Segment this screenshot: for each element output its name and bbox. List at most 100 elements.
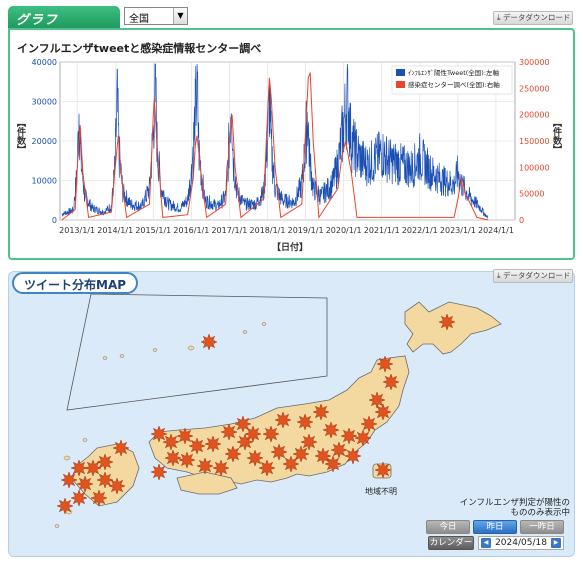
tweet-marker-icon[interactable] <box>164 449 182 467</box>
tweet-marker-icon[interactable] <box>374 403 392 421</box>
graph-download-button[interactable]: ⤓ データダウンロード <box>493 11 573 25</box>
tweet-marker-icon[interactable] <box>262 425 280 443</box>
tweet-marker-icon[interactable] <box>244 425 262 443</box>
y-tick-right: 100000 <box>519 163 550 172</box>
y-tick-left: 30000 <box>32 98 57 107</box>
tweet-marker-icon[interactable] <box>108 477 126 495</box>
x-tick: 2013/1/1 <box>59 226 95 235</box>
tweet-marker-icon[interactable] <box>314 447 332 465</box>
tweet-markers <box>56 313 456 515</box>
okinawa-inset-frame <box>66 293 328 411</box>
tweet-marker-icon[interactable] <box>374 461 392 479</box>
tweet-marker-icon[interactable] <box>438 313 456 331</box>
region-select[interactable]: 全国 ▼ <box>124 7 188 25</box>
legend-note-line2: もののみ表示中 <box>510 508 570 518</box>
tweet-marker-icon[interactable] <box>312 403 330 421</box>
tweet-marker-icon[interactable] <box>96 471 114 489</box>
y-tick-right: 200000 <box>519 111 550 120</box>
chart: 0 10000 20000 30000 40000 0 50000 100000 150000 2… <box>32 58 550 235</box>
tweet-marker-icon[interactable] <box>322 421 340 439</box>
x-tick: 2017/1/1 <box>211 226 247 235</box>
tweet-marker-icon[interactable] <box>162 433 180 451</box>
tweet-marker-icon[interactable] <box>246 449 264 467</box>
series-line-0 <box>61 63 489 220</box>
map-download-button[interactable]: ⤓ データダウンロード <box>493 269 573 283</box>
tweet-marker-icon[interactable] <box>196 457 214 475</box>
map-download-label: データダウンロード <box>502 271 571 280</box>
map-title: ツイート分布MAP <box>12 272 139 294</box>
x-tick: 2022/1/1 <box>402 226 438 235</box>
tweet-marker-icon[interactable] <box>340 427 358 445</box>
graph-download-label: データダウンロード <box>502 13 571 22</box>
tweet-marker-icon[interactable] <box>300 433 318 451</box>
y-tick-right: 50000 <box>519 190 544 199</box>
tweet-marker-icon[interactable] <box>150 425 168 443</box>
tweet-marker-icon[interactable] <box>258 459 276 477</box>
tweet-marker-icon[interactable] <box>60 471 78 489</box>
region-select-value: 全国 <box>129 14 149 25</box>
tweet-marker-icon[interactable] <box>224 445 242 463</box>
y-tick-right: 250000 <box>519 84 550 93</box>
tweet-marker-icon[interactable] <box>382 373 400 391</box>
y-tick-left: 40000 <box>32 58 57 67</box>
tweet-marker-icon[interactable] <box>200 333 218 351</box>
tweet-marker-icon[interactable] <box>360 415 378 433</box>
today-button[interactable]: 今日 <box>426 520 470 534</box>
tweet-marker-icon[interactable] <box>368 391 386 409</box>
tweet-marker-icon[interactable] <box>70 459 88 477</box>
legend-entry-1: 感染症センター調べ(全国):右軸 <box>408 80 500 89</box>
graph-title: インフルエンザtweetと感染症情報センター調べ <box>17 42 262 55</box>
date-display: ◀ 2024/05/18 ▶ <box>478 536 564 550</box>
tweet-marker-icon[interactable] <box>188 437 206 455</box>
tweet-marker-icon[interactable] <box>204 435 222 453</box>
download-icon: ⤓ <box>497 13 501 22</box>
nansei-islands <box>102 322 267 360</box>
download-icon: ⤓ <box>497 271 501 280</box>
yesterday-button[interactable]: 昨日 <box>473 520 517 534</box>
shikoku <box>176 471 238 495</box>
tweet-marker-icon[interactable] <box>212 459 230 477</box>
tweet-marker-icon[interactable] <box>178 451 196 469</box>
x-tick: 2024/1/1 <box>478 226 514 235</box>
x-tick: 2018/1/1 <box>250 226 286 235</box>
tweet-marker-icon[interactable] <box>344 447 362 465</box>
tweet-marker-icon[interactable] <box>76 475 94 493</box>
map-panel <box>8 271 575 557</box>
chevron-down-icon: ▼ <box>173 8 187 24</box>
day-before-button[interactable]: 一昨日 <box>520 520 564 534</box>
tweet-marker-icon[interactable] <box>270 443 288 461</box>
tweet-marker-icon[interactable] <box>90 489 108 507</box>
legend-note-line1: インフルエンザ判定が陽性の <box>459 498 570 508</box>
tweet-marker-icon[interactable] <box>282 455 300 473</box>
chevron-left-icon[interactable]: ◀ <box>481 538 491 548</box>
tweet-marker-icon[interactable] <box>296 413 314 431</box>
y-tick-right: 300000 <box>519 58 550 67</box>
y-axis-label-left: 【件数】 <box>15 118 25 154</box>
tweet-marker-icon[interactable] <box>176 427 194 445</box>
tab-graph[interactable]: グラフ <box>8 6 120 28</box>
tweet-marker-icon[interactable] <box>150 463 168 481</box>
legend-note: インフルエンザ判定が陽性の もののみ表示中 <box>436 498 570 518</box>
tweet-marker-icon[interactable] <box>330 441 348 459</box>
y-tick-left: 20000 <box>32 137 57 146</box>
tweet-marker-icon[interactable] <box>324 455 342 473</box>
legend-entry-0: ｲﾝﾌﾙｴﾝｻﾞ陽性Tweet(全国):左軸 <box>408 68 500 77</box>
unknown-region-label: 地域不明 <box>365 487 397 496</box>
calendar-button[interactable]: カレンダー <box>428 536 474 550</box>
x-tick: 2020/1/1 <box>326 226 362 235</box>
tweet-marker-icon[interactable] <box>220 423 238 441</box>
tweet-marker-icon[interactable] <box>274 411 292 429</box>
chevron-right-icon[interactable]: ▶ <box>551 538 561 548</box>
tweet-marker-icon[interactable] <box>96 453 114 471</box>
tweet-marker-icon[interactable] <box>376 355 394 373</box>
tweet-marker-icon[interactable] <box>354 429 372 447</box>
x-tick: 2014/1/1 <box>97 226 133 235</box>
tweet-marker-icon[interactable] <box>112 439 130 457</box>
tweet-marker-icon[interactable] <box>70 489 88 507</box>
date-value: 2024/05/18 <box>495 538 547 548</box>
tweet-marker-icon[interactable] <box>56 497 74 515</box>
y-axis-label-right: 【件数】 <box>551 118 561 154</box>
x-tick: 2015/1/1 <box>135 226 171 235</box>
japan-map[interactable] <box>9 272 575 557</box>
series-line-1 <box>61 72 489 221</box>
